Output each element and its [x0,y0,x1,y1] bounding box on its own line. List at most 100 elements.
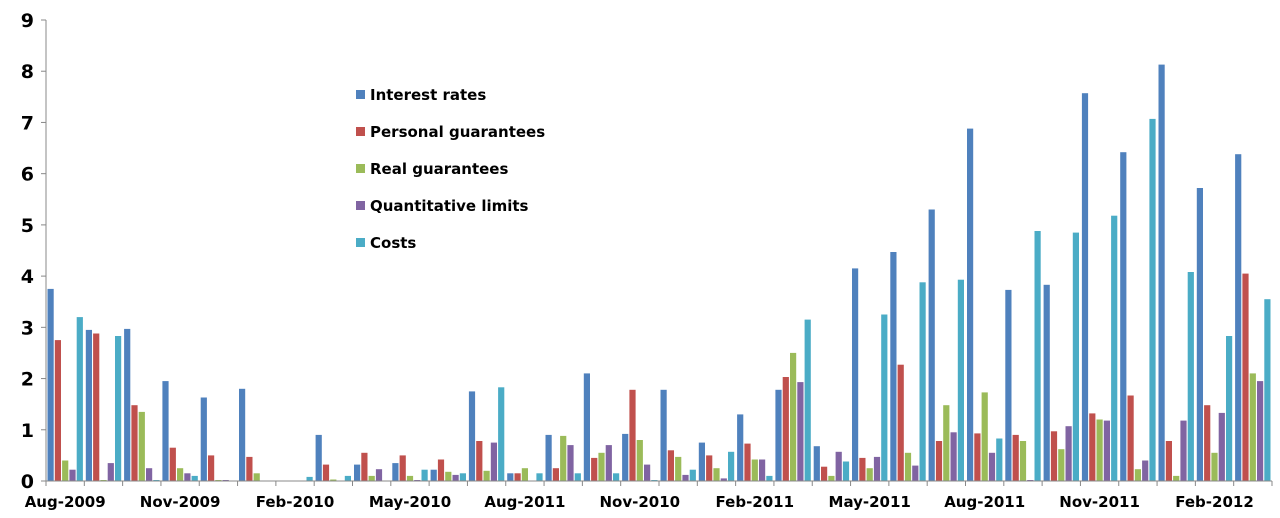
bar [354,464,361,481]
legend-swatch [356,90,365,99]
bar [1180,420,1187,481]
bar [430,469,437,481]
bar [744,443,751,481]
bar [85,329,92,481]
bar [859,457,866,481]
bar [629,389,636,481]
bar [835,451,842,481]
legend-label: Real guarantees [370,160,508,178]
bar [928,209,935,481]
bar [988,452,996,481]
bar [890,252,897,481]
bar [191,475,198,481]
bar [361,452,368,481]
bar [483,470,490,481]
bar [689,469,696,481]
bar [1058,449,1065,481]
bar [1249,373,1256,481]
bar [138,411,145,481]
bar [698,442,705,481]
y-tick-label: 8 [21,61,34,83]
x-tick-label: Aug-2011 [484,493,565,511]
bar [315,434,322,481]
x-tick-label: May-2011 [829,493,911,511]
bar [375,469,383,481]
bar [200,397,207,481]
bar [842,461,850,481]
bar [828,475,835,481]
bar [1204,405,1211,481]
bar [344,475,351,481]
bar [146,468,153,481]
bar [804,319,811,481]
y-tick-label: 1 [21,420,34,442]
bar [737,414,744,481]
bar [598,452,605,481]
bar [682,474,689,481]
bar [1187,272,1194,481]
legend-swatch [356,127,365,136]
bar [399,455,406,481]
bar [1242,273,1249,481]
bar [981,392,988,481]
x-tick-label: Aug-2009 [25,493,106,511]
bar [821,466,828,481]
bar [720,478,727,481]
bar [208,455,215,481]
bar [552,468,559,481]
bar [452,474,459,481]
bar [713,468,720,481]
bar [62,460,69,481]
bar [1134,469,1141,481]
bar [728,451,735,481]
bar [560,435,567,481]
bar [644,464,651,481]
bar [766,475,773,481]
y-tick-label: 6 [21,164,34,186]
bar [1043,284,1050,481]
bar [1173,475,1180,481]
bar [421,469,428,481]
bar [1111,215,1118,481]
bar [322,464,330,481]
bar [943,405,950,481]
bar [1050,431,1058,481]
legend-label: Interest rates [370,86,486,104]
bar [1211,452,1218,481]
bar [1034,231,1041,481]
bar [583,373,590,481]
legend-swatch [356,201,365,210]
bar [253,473,260,481]
bar [957,279,964,481]
bar [706,455,713,481]
bar [246,456,253,481]
y-tick-label: 7 [21,112,34,134]
bar [468,391,476,481]
bar [996,438,1003,481]
bar [437,459,445,481]
bar [107,463,114,481]
bar [797,382,804,481]
x-tick-label: May-2010 [369,493,451,511]
bar [751,459,758,481]
bar [459,473,466,481]
y-axis-ticks: 0 1 2 3 4 5 6 7 8 9 [21,10,46,493]
legend-swatch [356,238,365,247]
bar [759,459,766,481]
bar [514,473,521,481]
bar [790,352,797,481]
x-tick-label: Nov-2009 [140,493,221,511]
bar [47,288,54,481]
bars [47,64,1271,482]
bar [498,387,505,481]
bar [1127,395,1134,481]
bar [445,471,452,481]
bar [667,450,674,481]
bar [54,340,61,481]
bar [904,452,912,481]
bar [1226,336,1233,481]
bar [866,468,873,481]
bar [950,432,957,481]
x-tick-label: Feb-2010 [256,493,335,511]
bar [406,475,414,481]
